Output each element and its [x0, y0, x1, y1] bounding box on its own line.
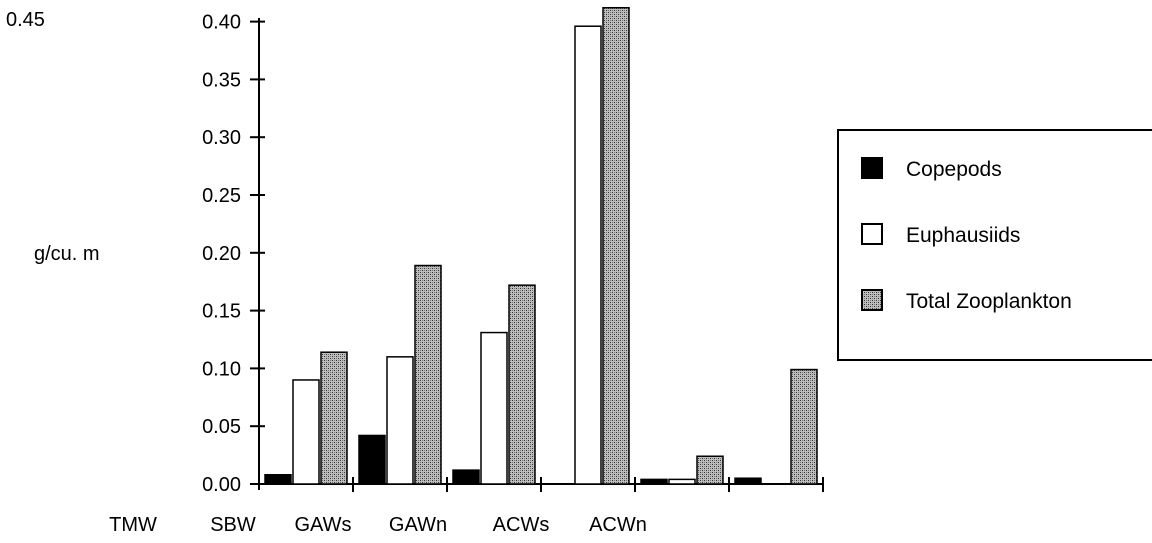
bar-copepods-acws: [640, 478, 668, 485]
y-tick-label: 0.00: [202, 474, 241, 496]
category-label: ACWn: [589, 514, 647, 536]
bar-total-zooplankton-gaws: [508, 284, 536, 485]
legend-swatch-copepods: [861, 157, 883, 179]
bar-copepods-tmw: [264, 474, 292, 485]
legend-label: Copepods: [906, 158, 1002, 181]
y-tick-label: 0.40: [202, 12, 241, 34]
bar-copepods-gaws: [452, 469, 480, 485]
bar-euphausiids-acws: [668, 478, 696, 485]
bar-total-zooplankton-acwn: [790, 368, 818, 485]
bar-total-zooplankton-sbw: [414, 264, 442, 485]
category-label: GAWs: [294, 514, 351, 536]
legend-swatch-total-zooplankton: [861, 289, 883, 311]
y-tick-label: 0.45: [6, 9, 45, 31]
bar-euphausiids-gaws: [480, 331, 508, 485]
bar-copepods-acwn: [734, 477, 762, 485]
category-label: TMW: [109, 514, 157, 536]
category-label: GAWn: [389, 514, 447, 536]
y-tick-label: 0.15: [202, 301, 241, 323]
category-label-group: TMW SBW GAWs GAWn ACWs ACWn: [109, 514, 647, 536]
bar-euphausiids-sbw: [386, 356, 414, 485]
y-tick-label: 0.35: [202, 69, 241, 91]
y-axis-label: g/cu. m: [34, 243, 100, 265]
legend-label: Total Zooplankton: [906, 290, 1072, 313]
bar-total-zooplankton-tmw: [320, 351, 348, 485]
y-tick-label: 0.25: [202, 185, 241, 207]
legend: Copepods Euphausiids Total Zooplankton: [837, 129, 1152, 361]
legend-swatch-euphausiids: [861, 223, 883, 245]
y-tick-label: 0.10: [202, 358, 241, 380]
category-label: SBW: [210, 514, 256, 536]
bar-total-zooplankton-gawn: [602, 6, 630, 485]
bar-total-zooplankton-acws: [696, 455, 724, 485]
y-tick-label: 0.20: [202, 243, 241, 265]
legend-label: Euphausiids: [906, 224, 1020, 247]
bar-euphausiids-tmw: [292, 379, 320, 485]
category-label: ACWs: [493, 514, 550, 536]
bar-group: [264, 6, 818, 485]
legend-box: [837, 129, 1152, 361]
y-tick-label: 0.30: [202, 127, 241, 149]
x-axis: [259, 477, 824, 492]
y-tick-label: 0.05: [202, 416, 241, 438]
bar-copepods-sbw: [358, 434, 386, 485]
y-tick-group: 0.00 0.05 0.10 0.15 0.20 0.25 0.30 0.35 0.40 0.45: [6, 9, 265, 496]
bar-euphausiids-gawn: [574, 25, 602, 485]
